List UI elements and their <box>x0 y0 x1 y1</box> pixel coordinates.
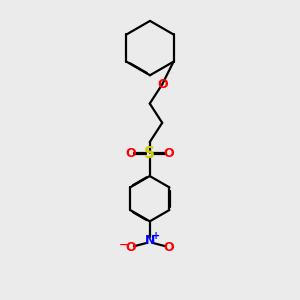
Text: O: O <box>164 147 174 160</box>
Text: O: O <box>125 241 136 254</box>
Text: +: + <box>152 231 160 241</box>
Text: N: N <box>145 234 155 247</box>
Text: O: O <box>125 147 136 160</box>
Text: O: O <box>164 241 174 254</box>
Text: O: O <box>157 78 167 91</box>
Text: S: S <box>144 146 155 161</box>
Text: −: − <box>119 240 128 250</box>
